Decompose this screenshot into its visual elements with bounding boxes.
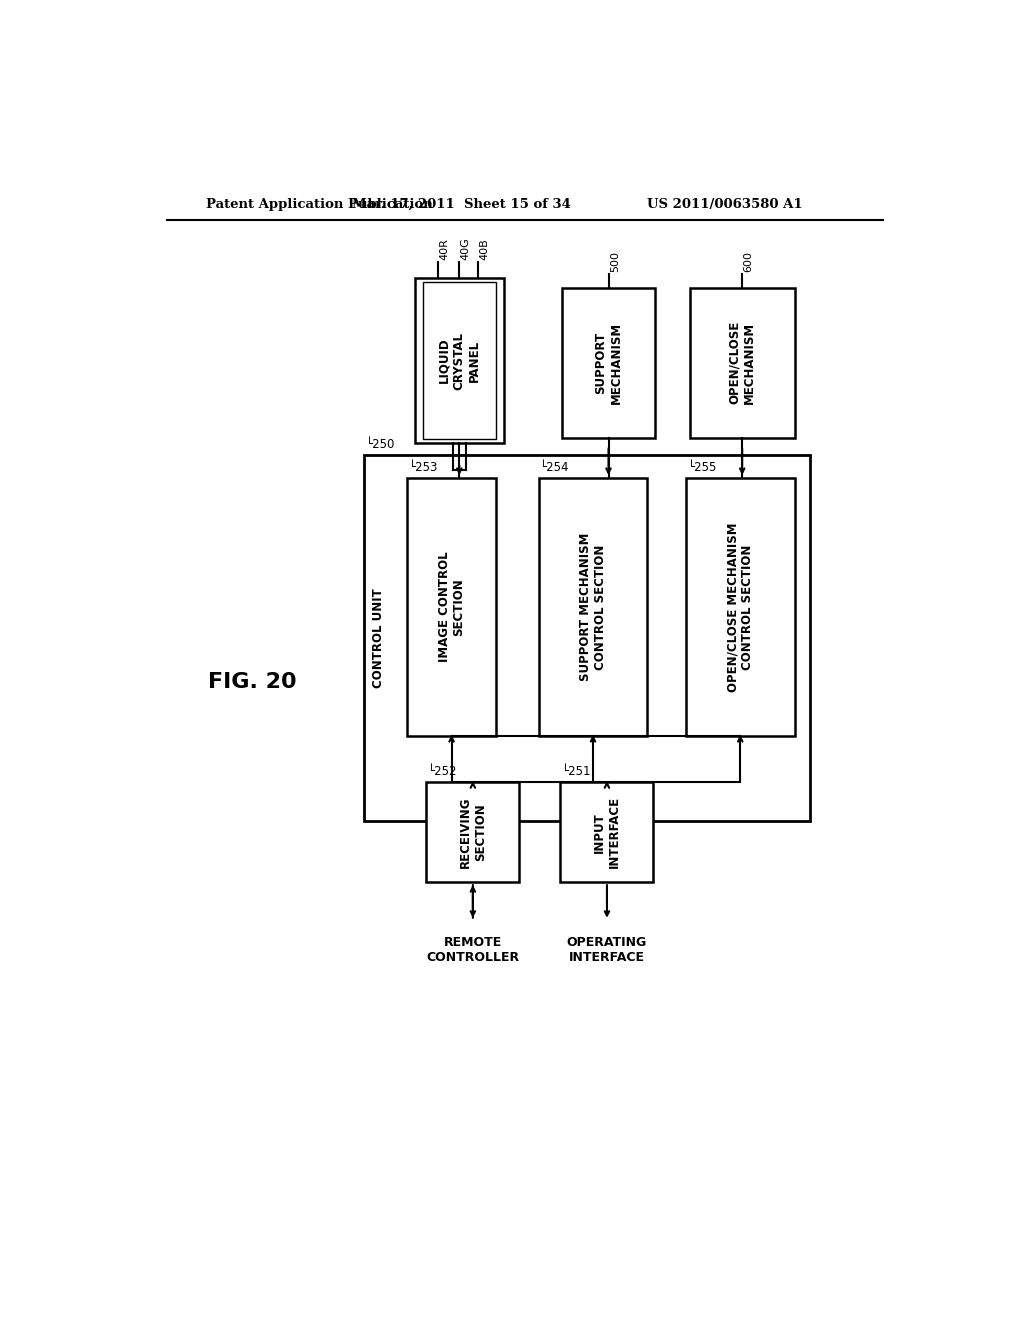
Text: SUPPORT
MECHANISM: SUPPORT MECHANISM [595, 322, 623, 404]
Bar [407, 478, 496, 737]
Bar [365, 455, 810, 821]
Text: IMAGE CONTROL
SECTION: IMAGE CONTROL SECTION [437, 552, 466, 663]
Text: CONTROL UNIT: CONTROL UNIT [372, 587, 385, 688]
Text: └251: └251 [562, 766, 592, 779]
Bar [562, 288, 655, 438]
Text: 40B: 40B [480, 239, 489, 260]
Text: └252: └252 [428, 766, 458, 779]
Text: US 2011/0063580 A1: US 2011/0063580 A1 [646, 198, 802, 211]
Text: 500: 500 [610, 251, 621, 272]
Text: └254: └254 [541, 461, 569, 474]
Text: 600: 600 [743, 251, 754, 272]
Text: RECEIVING
SECTION: RECEIVING SECTION [459, 796, 486, 869]
Text: OPEN/CLOSE MECHANISM
CONTROL SECTION: OPEN/CLOSE MECHANISM CONTROL SECTION [726, 523, 755, 692]
Text: └255: └255 [687, 461, 717, 474]
Bar [539, 478, 647, 737]
Text: FIG. 20: FIG. 20 [208, 672, 296, 692]
Text: LIQUID
CRYSTAL
PANEL: LIQUID CRYSTAL PANEL [438, 331, 481, 389]
Bar [560, 781, 653, 882]
Text: SUPPORT MECHANISM
CONTROL SECTION: SUPPORT MECHANISM CONTROL SECTION [579, 533, 607, 681]
Text: REMOTE
CONTROLLER: REMOTE CONTROLLER [426, 936, 519, 964]
Text: OPERATING
INTERFACE: OPERATING INTERFACE [567, 936, 647, 964]
Text: 40R: 40R [439, 238, 450, 260]
Text: 40G: 40G [461, 238, 470, 260]
Bar [415, 277, 504, 444]
Text: └253: └253 [409, 461, 438, 474]
Text: Patent Application Publication: Patent Application Publication [206, 198, 432, 211]
Bar [690, 288, 795, 438]
Text: INPUT
INTERFACE: INPUT INTERFACE [593, 796, 621, 869]
Bar [423, 281, 496, 440]
Text: OPEN/CLOSE
MECHANISM: OPEN/CLOSE MECHANISM [728, 321, 756, 404]
Bar [426, 781, 519, 882]
Text: Mar. 17, 2011  Sheet 15 of 34: Mar. 17, 2011 Sheet 15 of 34 [352, 198, 570, 211]
Text: └250: └250 [366, 438, 395, 451]
Bar [686, 478, 795, 737]
